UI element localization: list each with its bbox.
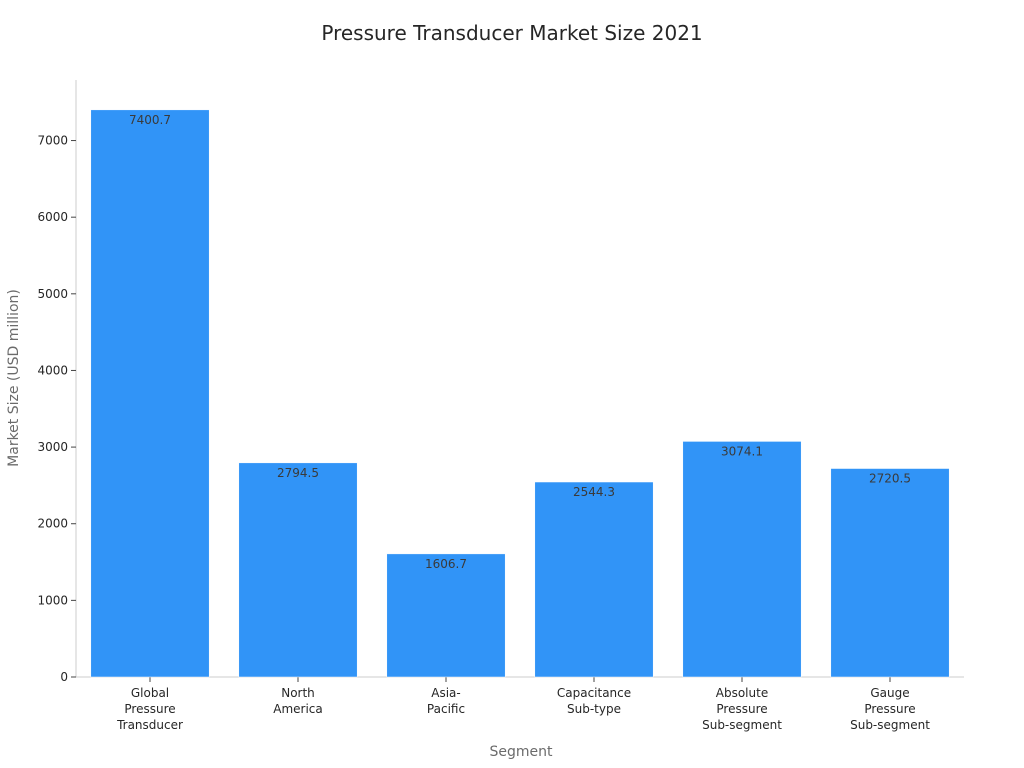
y-tick-label: 6000: [37, 210, 68, 224]
y-axis-title: Market Size (USD million): [6, 289, 22, 467]
data-label: 1606.7: [425, 557, 467, 571]
x-tick-label-line: Transducer: [116, 718, 183, 732]
x-tick-label-line: Gauge: [870, 686, 909, 700]
x-tick-label-line: Pressure: [716, 702, 767, 716]
bar: [682, 441, 802, 678]
x-tick-label-line: Pacific: [427, 702, 465, 716]
x-tick-label: Capacitance Sub-type: [557, 686, 631, 716]
data-label: 2794.5: [277, 466, 319, 480]
x-tick-label: Asia- Pacific: [427, 686, 465, 716]
y-tick-label: 4000: [37, 363, 68, 377]
x-tick-label: Global Pressure Transducer: [116, 686, 183, 732]
y-tick-label: 1000: [37, 593, 68, 607]
x-tick-label-line: Pressure: [864, 702, 915, 716]
data-labels: 7400.7 2794.5 1606.7 2544.3 3074.1 2720.5: [129, 113, 911, 571]
x-tick-label-line: Global: [131, 686, 169, 700]
y-tick-label: 0: [60, 670, 68, 684]
bar: [830, 468, 950, 678]
bar: [238, 462, 358, 678]
data-label: 3074.1: [721, 444, 763, 458]
x-axis: Global Pressure Transducer North America Asia…: [76, 676, 964, 732]
x-tick-label-line: Sub-type: [567, 702, 621, 716]
x-tick-label-line: Sub-segment: [850, 718, 930, 732]
bar: [534, 481, 654, 678]
data-label: 2544.3: [573, 485, 615, 499]
x-tick-label-line: Pressure: [124, 702, 175, 716]
y-tick-label: 3000: [37, 440, 68, 454]
y-tick-label: 2000: [37, 517, 68, 531]
bar: [90, 109, 210, 678]
x-tick-label-line: Capacitance: [557, 686, 631, 700]
x-tick-label-line: America: [273, 702, 323, 716]
data-label: 2720.5: [869, 472, 911, 486]
x-axis-title: Segment: [490, 744, 554, 760]
data-label: 7400.7: [129, 113, 171, 127]
x-tick-label-line: Asia-: [431, 686, 460, 700]
y-tick-label: 5000: [37, 287, 68, 301]
x-tick-label-line: North: [281, 686, 315, 700]
bar: [386, 553, 506, 678]
y-axis: 0 1000 2000 3000 4000 5000 6000 7000: [37, 80, 77, 684]
chart-title: Pressure Transducer Market Size 2021: [321, 21, 702, 45]
x-tick-label: Gauge Pressure Sub-segment: [850, 686, 930, 732]
x-tick-label-line: Sub-segment: [702, 718, 782, 732]
bars: [90, 109, 950, 678]
x-tick-label: Absolute Pressure Sub-segment: [702, 686, 782, 732]
x-tick-label: North America: [273, 686, 323, 716]
x-tick-label-line: Absolute: [716, 686, 768, 700]
y-tick-label: 7000: [37, 134, 68, 148]
